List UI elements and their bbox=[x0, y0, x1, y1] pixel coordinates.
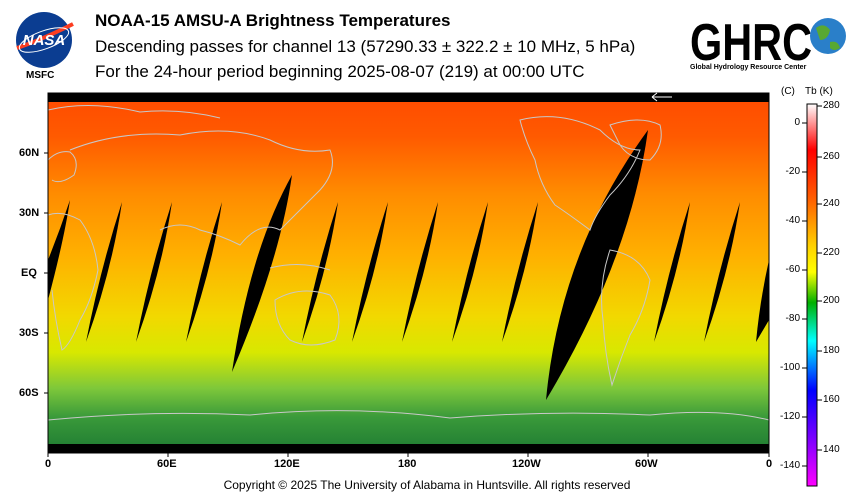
lat-label: EQ bbox=[21, 267, 37, 279]
nasa-wordmark: NASA bbox=[23, 32, 66, 49]
colorbar-unit-celsius: (C) bbox=[781, 86, 795, 97]
orbit-gap bbox=[704, 202, 740, 342]
kelvin-tick: 220 bbox=[823, 247, 840, 258]
orbit-gap bbox=[452, 202, 488, 342]
celsius-tick: -60 bbox=[785, 264, 800, 275]
orbit-gap bbox=[402, 202, 438, 342]
no-data-bottom bbox=[48, 444, 769, 453]
colorbar bbox=[802, 103, 822, 487]
period-label: For the 24-hour period beginning 2025-08… bbox=[95, 62, 585, 81]
celsius-tick: -40 bbox=[785, 215, 800, 226]
orbit-gap bbox=[756, 260, 769, 342]
no-data-top bbox=[48, 93, 769, 102]
lat-label: 60S bbox=[19, 387, 39, 399]
ghrc-caption: Global Hydrology Resource Center bbox=[690, 64, 807, 71]
kelvin-tick: 260 bbox=[823, 151, 840, 162]
axis-ticks bbox=[44, 152, 770, 457]
coastlines bbox=[48, 105, 769, 421]
celsius-tick: -20 bbox=[785, 166, 800, 177]
celsius-tick: -140 bbox=[779, 460, 800, 471]
orbit-gap bbox=[86, 202, 122, 342]
kelvin-tick: 240 bbox=[823, 198, 840, 209]
orbit-gap bbox=[232, 175, 292, 372]
ghrc-logo: GHRC bbox=[690, 14, 846, 68]
orbit-gap bbox=[186, 202, 222, 342]
lat-label: 30N bbox=[19, 207, 40, 219]
lon-label: 0 bbox=[45, 458, 52, 470]
kelvin-tick: 280 bbox=[823, 100, 840, 111]
orbit-gap bbox=[546, 130, 648, 400]
orbit-gap bbox=[302, 202, 338, 342]
page-title: NOAA-15 AMSU-A Brightness Temperatures bbox=[95, 11, 451, 30]
celsius-tick: -120 bbox=[779, 411, 800, 422]
kelvin-tick: 180 bbox=[823, 345, 840, 356]
colorbar-scale bbox=[806, 103, 818, 487]
orbit-gap bbox=[48, 200, 70, 300]
lon-label: 180 bbox=[398, 458, 417, 470]
kelvin-tick: 200 bbox=[823, 295, 840, 306]
colorbar-unit-kelvin: Tb (K) bbox=[805, 86, 833, 97]
orbit-gap bbox=[502, 202, 538, 342]
arrow-icon bbox=[651, 92, 672, 102]
kelvin-tick: 160 bbox=[823, 394, 840, 405]
orbit-gap bbox=[136, 202, 172, 342]
nasa-logo: NASA bbox=[16, 12, 74, 68]
brightness-field bbox=[48, 93, 769, 453]
orbit-gaps bbox=[48, 130, 769, 400]
kelvin-tick: 140 bbox=[823, 444, 840, 455]
celsius-tick: -80 bbox=[785, 313, 800, 324]
orbit-gap bbox=[654, 202, 690, 342]
page-subtitle: Descending passes for channel 13 (57290.… bbox=[95, 37, 636, 56]
celsius-tick: 0 bbox=[794, 117, 800, 128]
lon-label: 120E bbox=[274, 458, 300, 470]
celsius-tick: -100 bbox=[779, 362, 800, 373]
lon-label: 0 bbox=[766, 458, 773, 470]
lat-label: 60N bbox=[19, 147, 40, 159]
lon-label: 120W bbox=[512, 458, 541, 470]
nasa-caption: MSFC bbox=[26, 70, 55, 81]
lon-label: 60E bbox=[157, 458, 177, 470]
map-area bbox=[44, 92, 770, 457]
lon-label: 60W bbox=[635, 458, 658, 470]
copyright-notice: Copyright © 2025 The University of Alaba… bbox=[223, 478, 631, 492]
lat-label: 30S bbox=[19, 327, 39, 339]
ghrc-wordmark: GHRC bbox=[690, 14, 812, 68]
orbit-gap bbox=[352, 202, 388, 342]
